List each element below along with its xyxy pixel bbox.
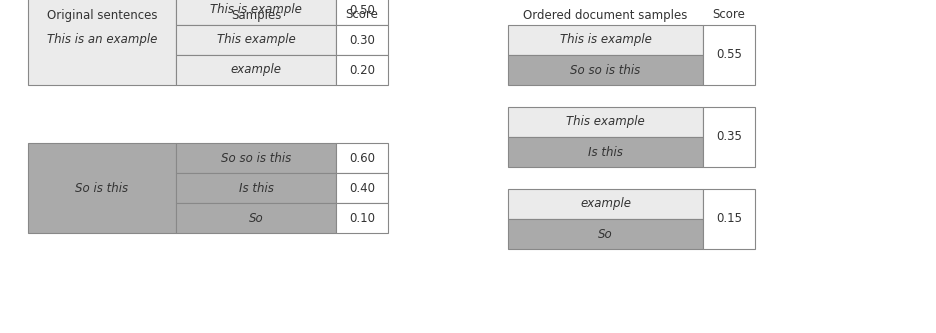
Text: 0.55: 0.55: [716, 49, 742, 62]
Text: 0.10: 0.10: [349, 211, 375, 224]
Bar: [176, 25, 336, 55]
Bar: [176, 55, 336, 85]
Bar: [336, 173, 388, 203]
Bar: [336, 55, 388, 85]
Text: 0.35: 0.35: [716, 131, 742, 144]
Text: So so is this: So so is this: [570, 64, 640, 77]
Bar: [336, 203, 388, 233]
Text: Ordered document samples: Ordered document samples: [523, 9, 688, 22]
Text: So: So: [598, 227, 613, 240]
Bar: [508, 219, 703, 249]
Text: This is an example: This is an example: [47, 34, 157, 47]
Bar: [28, 143, 176, 233]
Text: This is example: This is example: [210, 4, 302, 17]
Bar: [336, 143, 388, 173]
Bar: [508, 25, 703, 55]
Text: This example: This example: [566, 116, 645, 129]
Text: 0.15: 0.15: [716, 212, 742, 225]
Bar: [703, 107, 755, 167]
Bar: [508, 137, 703, 167]
Text: 0.20: 0.20: [349, 64, 375, 77]
Bar: [508, 189, 703, 219]
Bar: [336, 0, 388, 25]
Bar: [176, 0, 336, 25]
Bar: [508, 55, 703, 85]
Bar: [703, 189, 755, 249]
Bar: [703, 25, 755, 85]
Text: Score: Score: [345, 9, 378, 22]
Bar: [176, 143, 336, 173]
Bar: [508, 107, 703, 137]
Text: 0.30: 0.30: [349, 34, 375, 47]
Text: Is this: Is this: [239, 181, 273, 194]
Text: This is example: This is example: [560, 34, 651, 47]
Text: So is this: So is this: [76, 181, 128, 194]
Text: 0.40: 0.40: [349, 181, 375, 194]
Text: example: example: [230, 64, 282, 77]
Bar: [28, 0, 176, 85]
Text: 0.50: 0.50: [349, 4, 375, 17]
Bar: [176, 173, 336, 203]
Text: Original sentences: Original sentences: [47, 9, 157, 22]
Text: So so is this: So so is this: [221, 152, 291, 165]
Text: Score: Score: [712, 9, 745, 22]
Text: example: example: [580, 197, 631, 210]
Text: Samples: Samples: [231, 9, 281, 22]
Text: Is this: Is this: [588, 146, 623, 159]
Bar: [336, 25, 388, 55]
Text: This example: This example: [216, 34, 296, 47]
Text: So: So: [249, 211, 263, 224]
Bar: [176, 203, 336, 233]
Text: 0.60: 0.60: [349, 152, 375, 165]
